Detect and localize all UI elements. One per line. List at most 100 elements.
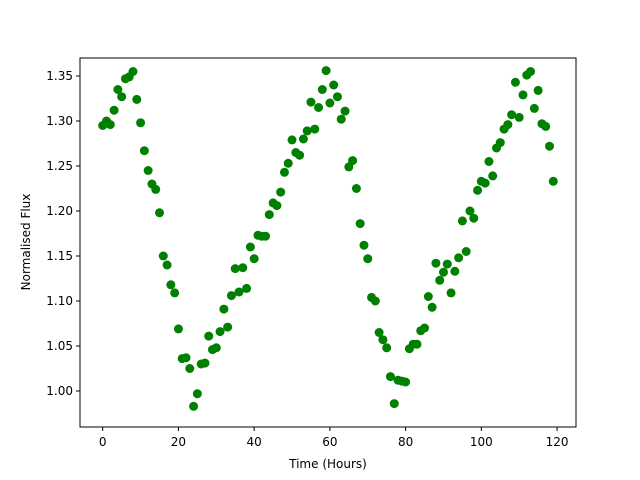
data-point [242, 283, 252, 293]
data-point [162, 260, 172, 270]
data-point [151, 184, 161, 194]
data-point [181, 353, 191, 363]
data-point [473, 185, 483, 195]
data-point [261, 231, 271, 241]
data-point [238, 263, 248, 273]
data-point [230, 264, 240, 274]
data-point [132, 94, 142, 104]
data-point [264, 210, 274, 220]
y-tick-label: 1.25 [46, 159, 73, 173]
data-point [139, 146, 149, 156]
data-point [117, 92, 127, 102]
data-point [454, 253, 464, 263]
data-point [136, 118, 146, 128]
data-point [287, 135, 297, 145]
data-point [249, 254, 259, 264]
data-point [450, 266, 460, 276]
data-point [446, 288, 456, 298]
data-point [105, 120, 115, 130]
data-point [461, 247, 471, 256]
data-point [526, 67, 536, 76]
data-point [336, 114, 346, 124]
data-point [382, 343, 392, 353]
data-point [272, 201, 282, 211]
x-tick-label: 60 [322, 435, 337, 449]
data-point [370, 296, 380, 306]
data-point [329, 80, 339, 90]
data-point [128, 67, 138, 76]
data-point [514, 112, 524, 122]
y-tick-label: 1.20 [46, 204, 73, 218]
y-tick-label: 1.30 [46, 114, 73, 128]
y-tick-label: 1.05 [46, 339, 73, 353]
data-point [185, 364, 195, 373]
data-point [204, 331, 214, 341]
data-point [488, 171, 498, 181]
data-point [507, 110, 517, 120]
data-point [109, 105, 119, 115]
data-point [155, 208, 165, 218]
y-axis-ticks: 1.00 1.05 1.10 1.15 1.20 1.25 1.30 1.35 [46, 69, 80, 398]
data-point [348, 156, 358, 166]
x-tick-label: 40 [247, 435, 262, 449]
data-point [431, 258, 441, 268]
data-point [541, 121, 551, 131]
data-point [192, 389, 202, 399]
plot-frame [79, 57, 577, 428]
data-point [211, 343, 221, 353]
x-tick-label: 80 [398, 435, 413, 449]
data-point [548, 176, 558, 186]
data-point [332, 92, 342, 102]
data-point [298, 134, 308, 144]
data-point [378, 335, 388, 345]
x-tick-label: 120 [546, 435, 569, 449]
data-point [310, 124, 320, 134]
data-point [363, 254, 373, 264]
data-point [503, 120, 513, 130]
data-point [200, 358, 210, 368]
data-point [279, 167, 289, 177]
data-point [385, 372, 395, 382]
data-point [166, 280, 176, 290]
data-point [355, 219, 365, 229]
x-tick-label: 0 [99, 435, 107, 449]
data-point [545, 141, 554, 151]
data-point [143, 166, 153, 175]
x-axis-label: Time (Hours) [288, 457, 367, 471]
x-tick-label: 20 [171, 435, 186, 449]
data-point [480, 178, 490, 188]
data-point [173, 324, 183, 334]
data-point [465, 206, 475, 216]
data-point [340, 106, 350, 116]
data-point [457, 216, 467, 226]
data-point [113, 85, 123, 94]
data-point [351, 184, 361, 193]
data-point [219, 304, 229, 314]
data-point [495, 138, 505, 148]
data-point [518, 90, 528, 100]
data-point [314, 103, 324, 112]
data-point [276, 187, 286, 197]
data-point [226, 291, 236, 301]
y-tick-label: 1.35 [46, 69, 73, 83]
data-point [325, 98, 335, 108]
data-point [469, 213, 479, 223]
x-axis-ticks: 0 20 40 60 80 100 120 [99, 427, 569, 449]
data-point [412, 339, 422, 349]
data-point [389, 399, 399, 409]
data-point [438, 267, 448, 277]
data-point [295, 150, 305, 160]
data-point [158, 251, 168, 261]
data-point [427, 302, 437, 312]
data-point [359, 240, 369, 250]
data-point [189, 401, 199, 411]
data-point [529, 103, 539, 113]
data-point [245, 242, 255, 252]
data-point [435, 275, 445, 285]
data-point [170, 288, 180, 298]
data-point [317, 85, 327, 94]
data-point [442, 259, 452, 269]
y-axis-label: Normalised Flux [19, 194, 33, 291]
